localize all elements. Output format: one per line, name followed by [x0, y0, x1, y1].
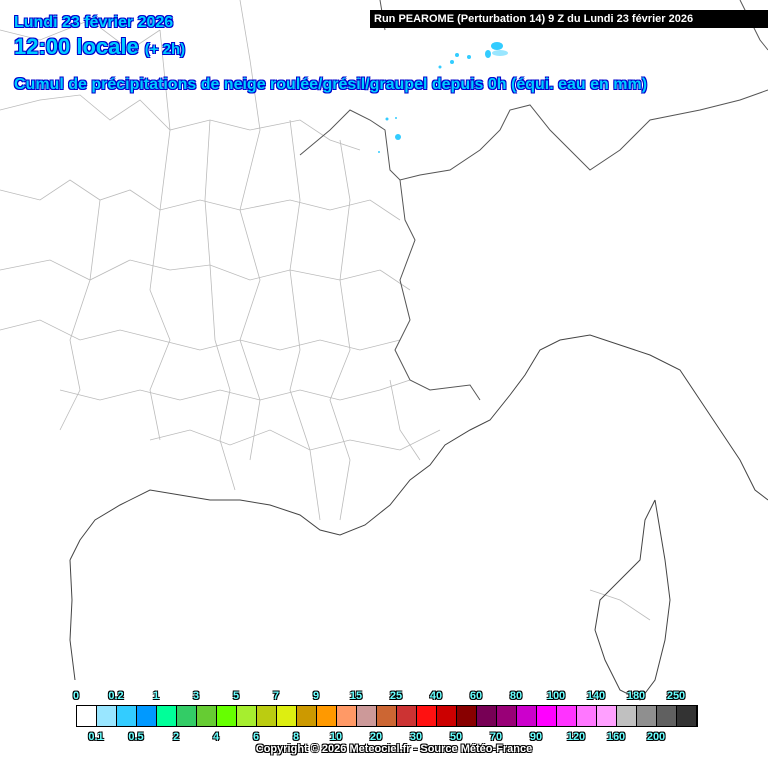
legend-swatch	[617, 706, 637, 726]
legend-label-top: 5	[232, 690, 240, 702]
legend-label-bottom: 70	[489, 731, 503, 743]
legend-label-top: 140	[586, 690, 606, 702]
legend-label-top: 60	[469, 690, 483, 702]
legend-swatch	[577, 706, 597, 726]
legend-label-bottom: 200	[646, 731, 666, 743]
legend-swatch	[557, 706, 577, 726]
legend-label-bottom: 6	[252, 731, 260, 743]
legend-swatch	[437, 706, 457, 726]
legend-label-top: 0.2	[108, 690, 124, 702]
legend-swatch	[317, 706, 337, 726]
legend-swatch	[297, 706, 317, 726]
legend-label-bottom: 4	[212, 731, 220, 743]
legend-swatch	[237, 706, 257, 726]
utc-offset: (+ 2h)	[144, 41, 186, 58]
legend-label-top: 40	[429, 690, 443, 702]
legend-label-top: 1	[152, 690, 160, 702]
legend-swatch	[77, 706, 97, 726]
legend-swatch	[217, 706, 237, 726]
legend-label-bottom: 20	[369, 731, 383, 743]
snow-precipitation-areas	[378, 42, 508, 153]
color-legend	[76, 705, 698, 727]
legend-label-bottom: 0.1	[88, 731, 104, 743]
legend-label-top: 9	[312, 690, 320, 702]
legend-swatch	[657, 706, 677, 726]
legend-swatch	[197, 706, 217, 726]
legend-swatch	[257, 706, 277, 726]
legend-label-top: 250	[666, 690, 686, 702]
legend-label-top: 100	[546, 690, 566, 702]
legend-swatch	[137, 706, 157, 726]
legend-label-bottom: 30	[409, 731, 423, 743]
legend-label-bottom: 0.5	[128, 731, 144, 743]
legend-label-top: 0	[72, 690, 80, 702]
local-time: 12:00 locale	[14, 34, 139, 59]
coastline	[69, 334, 768, 701]
legend-swatch	[157, 706, 177, 726]
legend-swatch	[457, 706, 477, 726]
legend-swatch	[117, 706, 137, 726]
legend-swatch	[417, 706, 437, 726]
legend-label-bottom: 10	[329, 731, 343, 743]
legend-label-bottom: 2	[172, 731, 180, 743]
legend-swatch	[277, 706, 297, 726]
legend-swatch	[177, 706, 197, 726]
map-subtitle: Cumul de précipitations de neige roulée/…	[14, 76, 648, 93]
forecast-date: Lundi 23 février 2026	[14, 14, 174, 31]
legend-swatch	[97, 706, 117, 726]
legend-label-top: 25	[389, 690, 403, 702]
legend-swatch	[377, 706, 397, 726]
legend-label-bottom: 90	[529, 731, 543, 743]
legend-label-bottom: 120	[566, 731, 586, 743]
legend-swatch	[537, 706, 557, 726]
legend-swatch	[597, 706, 617, 726]
legend-label-bottom: 8	[292, 731, 300, 743]
legend-swatch	[637, 706, 657, 726]
legend-swatch	[497, 706, 517, 726]
legend-swatch	[677, 706, 697, 726]
legend-swatch	[397, 706, 417, 726]
legend-label-top: 3	[192, 690, 200, 702]
legend-label-top: 180	[626, 690, 646, 702]
legend-label-top: 80	[509, 690, 523, 702]
legend-swatch	[337, 706, 357, 726]
legend-label-bottom: 50	[449, 731, 463, 743]
legend-swatch	[517, 706, 537, 726]
country-borders	[299, 0, 768, 401]
legend-label-bottom: 160	[606, 731, 626, 743]
legend-swatch	[357, 706, 377, 726]
run-info: Run PEAROME (Perturbation 14) 9 Z du Lun…	[370, 10, 768, 28]
legend-label-top: 15	[349, 690, 363, 702]
forecast-time: 12:00 locale (+ 2h)	[14, 34, 185, 60]
legend-swatch	[477, 706, 497, 726]
legend-label-top: 7	[272, 690, 280, 702]
copyright: Copyright © 2026 Meteociel.fr - Source M…	[255, 743, 533, 755]
department-borders	[0, 0, 651, 621]
